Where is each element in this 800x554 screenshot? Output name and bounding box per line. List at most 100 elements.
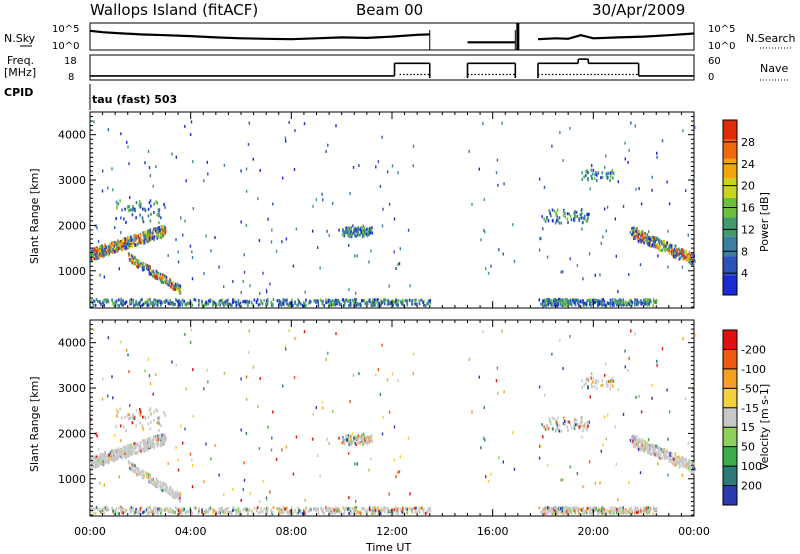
velocity-y-axis-label: Slant Range [km] [28,376,41,472]
power-point [153,211,155,214]
power-point [97,251,100,255]
velocity-point [95,460,97,464]
power-point [490,264,492,268]
velocity-point [169,510,172,514]
velocity-point [655,444,657,448]
power-point [639,238,641,242]
power-point [582,277,584,281]
power-point [93,120,95,124]
velocity-point [608,380,610,384]
velocity-point [148,374,151,378]
power-point [143,234,146,238]
velocity-point [262,479,264,483]
power-point [691,179,694,183]
power-point [132,205,134,209]
power-point [223,285,225,289]
velocity-point [362,438,364,442]
power-point [370,249,372,253]
power-point [272,302,274,306]
velocity-point [542,507,544,511]
power-point [353,299,355,303]
velocity-point [112,459,115,462]
power-point [298,300,300,304]
velocity-point [371,439,373,443]
power-point [348,234,351,238]
power-point [597,299,599,303]
velocity-point [348,496,350,500]
velocity-point [159,424,162,428]
velocity-point [153,482,155,486]
velocity-point [395,475,397,478]
power-point [207,172,209,176]
power-point [602,303,604,307]
velocity-point [193,506,196,509]
velocity-point [618,511,621,515]
velocity-point [128,447,130,451]
velocity-point [114,448,116,452]
velocity-point [373,507,376,510]
velocity-point [605,381,608,385]
velocity-point [681,456,683,460]
power-point [549,211,551,215]
velocity-point [648,510,650,514]
velocity-point [591,380,594,384]
power-point [148,237,151,241]
velocity-point [358,435,360,439]
power-point [181,298,184,302]
power-point [164,229,166,233]
n-search-tick-top: 10^5 [708,24,735,35]
power-point [235,300,237,304]
velocity-point [367,440,369,444]
power-point [673,252,675,256]
power-point [573,301,576,305]
power-point [203,179,205,183]
velocity-point [581,386,583,389]
power-point [376,298,378,302]
power-point [618,303,621,307]
velocity-point [134,443,136,447]
velocity-point [351,439,354,443]
velocity-point [257,511,260,515]
velocity-point [127,444,130,448]
power-point [402,300,404,304]
power-point [569,299,571,303]
velocity-point [115,449,118,452]
velocity-point [632,436,634,440]
velocity-point [584,424,586,428]
velocity-point [276,507,279,511]
velocity-point [356,462,358,466]
velocity-point [659,452,662,456]
power-point [581,216,583,220]
velocity-point [184,427,186,431]
velocity-point [325,506,327,510]
velocity-point [156,421,159,425]
velocity-point [595,387,598,390]
velocity-point [213,509,215,513]
power-point [643,300,645,304]
velocity-point [148,511,151,515]
power-point [163,233,166,236]
velocity-point [232,506,234,510]
power-point [652,298,655,302]
power-point [368,298,371,302]
power-point [567,220,569,224]
power-point [628,302,631,306]
velocity-point [265,507,268,511]
power-point [624,157,626,161]
velocity-point [690,466,693,470]
velocity-point [338,511,341,515]
velocity-point [422,509,424,512]
velocity-point [597,379,600,383]
power-point [180,300,182,304]
power-point [665,243,667,247]
power-point [585,219,588,223]
power-point [679,250,681,254]
velocity-point [223,509,225,513]
velocity-point [615,509,617,513]
power-point [95,256,97,260]
power-point [640,234,642,238]
power-point [333,303,336,307]
power-point [555,211,557,215]
velocity-point [141,448,144,452]
